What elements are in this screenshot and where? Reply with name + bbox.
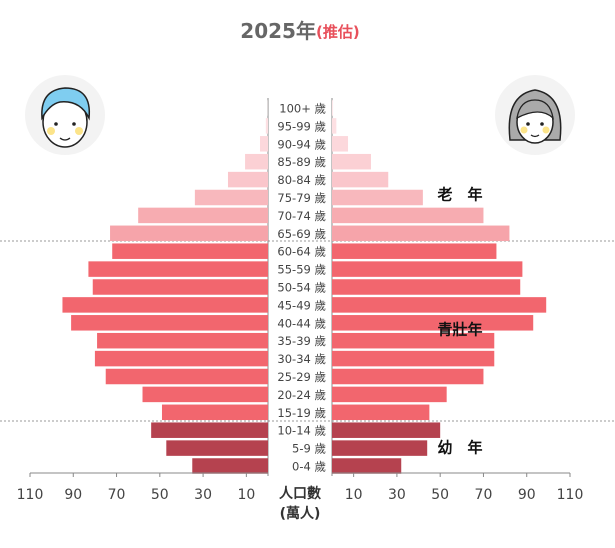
x-tick-label: 70: [475, 487, 493, 503]
x-tick-label: 30: [194, 487, 212, 503]
bar-left: [259, 136, 268, 152]
age-label: 65-69 歲: [277, 227, 326, 241]
axis-label: 人口數: [279, 485, 321, 502]
bar-left: [138, 207, 268, 224]
bar-right: [332, 100, 334, 116]
x-tick-label: 110: [557, 487, 584, 503]
age-label: 95-99 歲: [277, 119, 326, 133]
x-tick-label: 70: [108, 487, 126, 503]
x-tick-label: 110: [17, 487, 44, 503]
age-label: 45-49 歲: [277, 298, 326, 312]
x-tick-label: 10: [237, 487, 255, 503]
bar-right: [332, 315, 534, 331]
bar-left: [112, 243, 268, 259]
bar-right: [332, 386, 447, 403]
bar-right: [332, 368, 484, 385]
bar-left: [194, 189, 268, 206]
age-label: 50-54 歲: [277, 281, 326, 295]
age-label: 0-4 歲: [292, 460, 326, 474]
x-tick-label: 50: [151, 487, 169, 503]
bar-right: [332, 189, 423, 206]
bar-left: [97, 332, 268, 349]
bar-left: [92, 279, 268, 295]
age-label: 15-19 歲: [277, 406, 326, 420]
age-label: 55-59 歲: [277, 263, 326, 277]
bar-right: [332, 422, 441, 438]
bar-left: [88, 261, 268, 277]
bar-left: [227, 171, 268, 188]
age-label: 70-74 歲: [277, 209, 326, 223]
group-label: 幼 年: [437, 439, 482, 457]
group-label: 青壯年: [437, 321, 482, 339]
bar-left: [265, 118, 268, 134]
age-label: 100+ 歲: [279, 102, 326, 116]
age-label: 35-39 歲: [277, 334, 326, 348]
male-icon: [25, 75, 105, 155]
bar-right: [332, 153, 371, 170]
title-group: 2025年(推估): [240, 19, 359, 43]
bar-left: [94, 350, 268, 367]
bar-right: [332, 440, 428, 456]
x-tick-label: 90: [518, 487, 536, 503]
bar-right: [332, 404, 430, 421]
x-tick-label: 90: [64, 487, 82, 503]
x-tick-label: 10: [345, 487, 363, 503]
age-label: 90-94 歲: [277, 137, 326, 151]
age-label: 60-64 歲: [277, 245, 326, 259]
bar-left: [142, 386, 268, 403]
bar-left: [245, 153, 268, 170]
bar-right: [332, 171, 389, 188]
x-tick-label: 30: [388, 487, 406, 503]
bar-right: [332, 118, 337, 134]
bar-left: [110, 225, 269, 242]
axis-label: (萬人): [280, 505, 321, 522]
bar-right: [332, 350, 495, 367]
bar-right: [332, 279, 521, 295]
bar-right: [332, 136, 349, 152]
x-tick-label: 50: [431, 487, 449, 503]
bar-left: [62, 297, 268, 313]
bar-right: [332, 261, 523, 277]
female-icon: [495, 75, 575, 155]
age-label: 5-9 歲: [292, 442, 326, 456]
age-label: 40-44 歲: [277, 316, 326, 330]
bar-left: [71, 315, 268, 331]
group-label: 老 年: [436, 186, 482, 204]
chart-subtitle: (推估): [316, 23, 360, 41]
bar-right: [332, 297, 547, 313]
age-label: 30-34 歲: [277, 352, 326, 366]
age-label: 20-24 歲: [277, 388, 326, 402]
bar-left: [161, 404, 268, 421]
age-label: 75-79 歲: [277, 191, 326, 205]
bar-left: [105, 368, 269, 385]
bar-right: [332, 225, 510, 242]
bar-left: [192, 458, 268, 474]
bar-left: [151, 422, 268, 438]
bar-right: [332, 243, 497, 259]
age-label: 10-14 歲: [277, 424, 326, 438]
chart-title: 2025年: [240, 19, 316, 43]
bar-right: [332, 332, 495, 349]
age-label: 85-89 歲: [277, 155, 326, 169]
bar-left: [166, 440, 268, 456]
age-label: 80-84 歲: [277, 173, 326, 187]
bar-right: [332, 207, 484, 224]
bar-right: [332, 458, 402, 474]
age-label: 25-29 歲: [277, 370, 326, 384]
